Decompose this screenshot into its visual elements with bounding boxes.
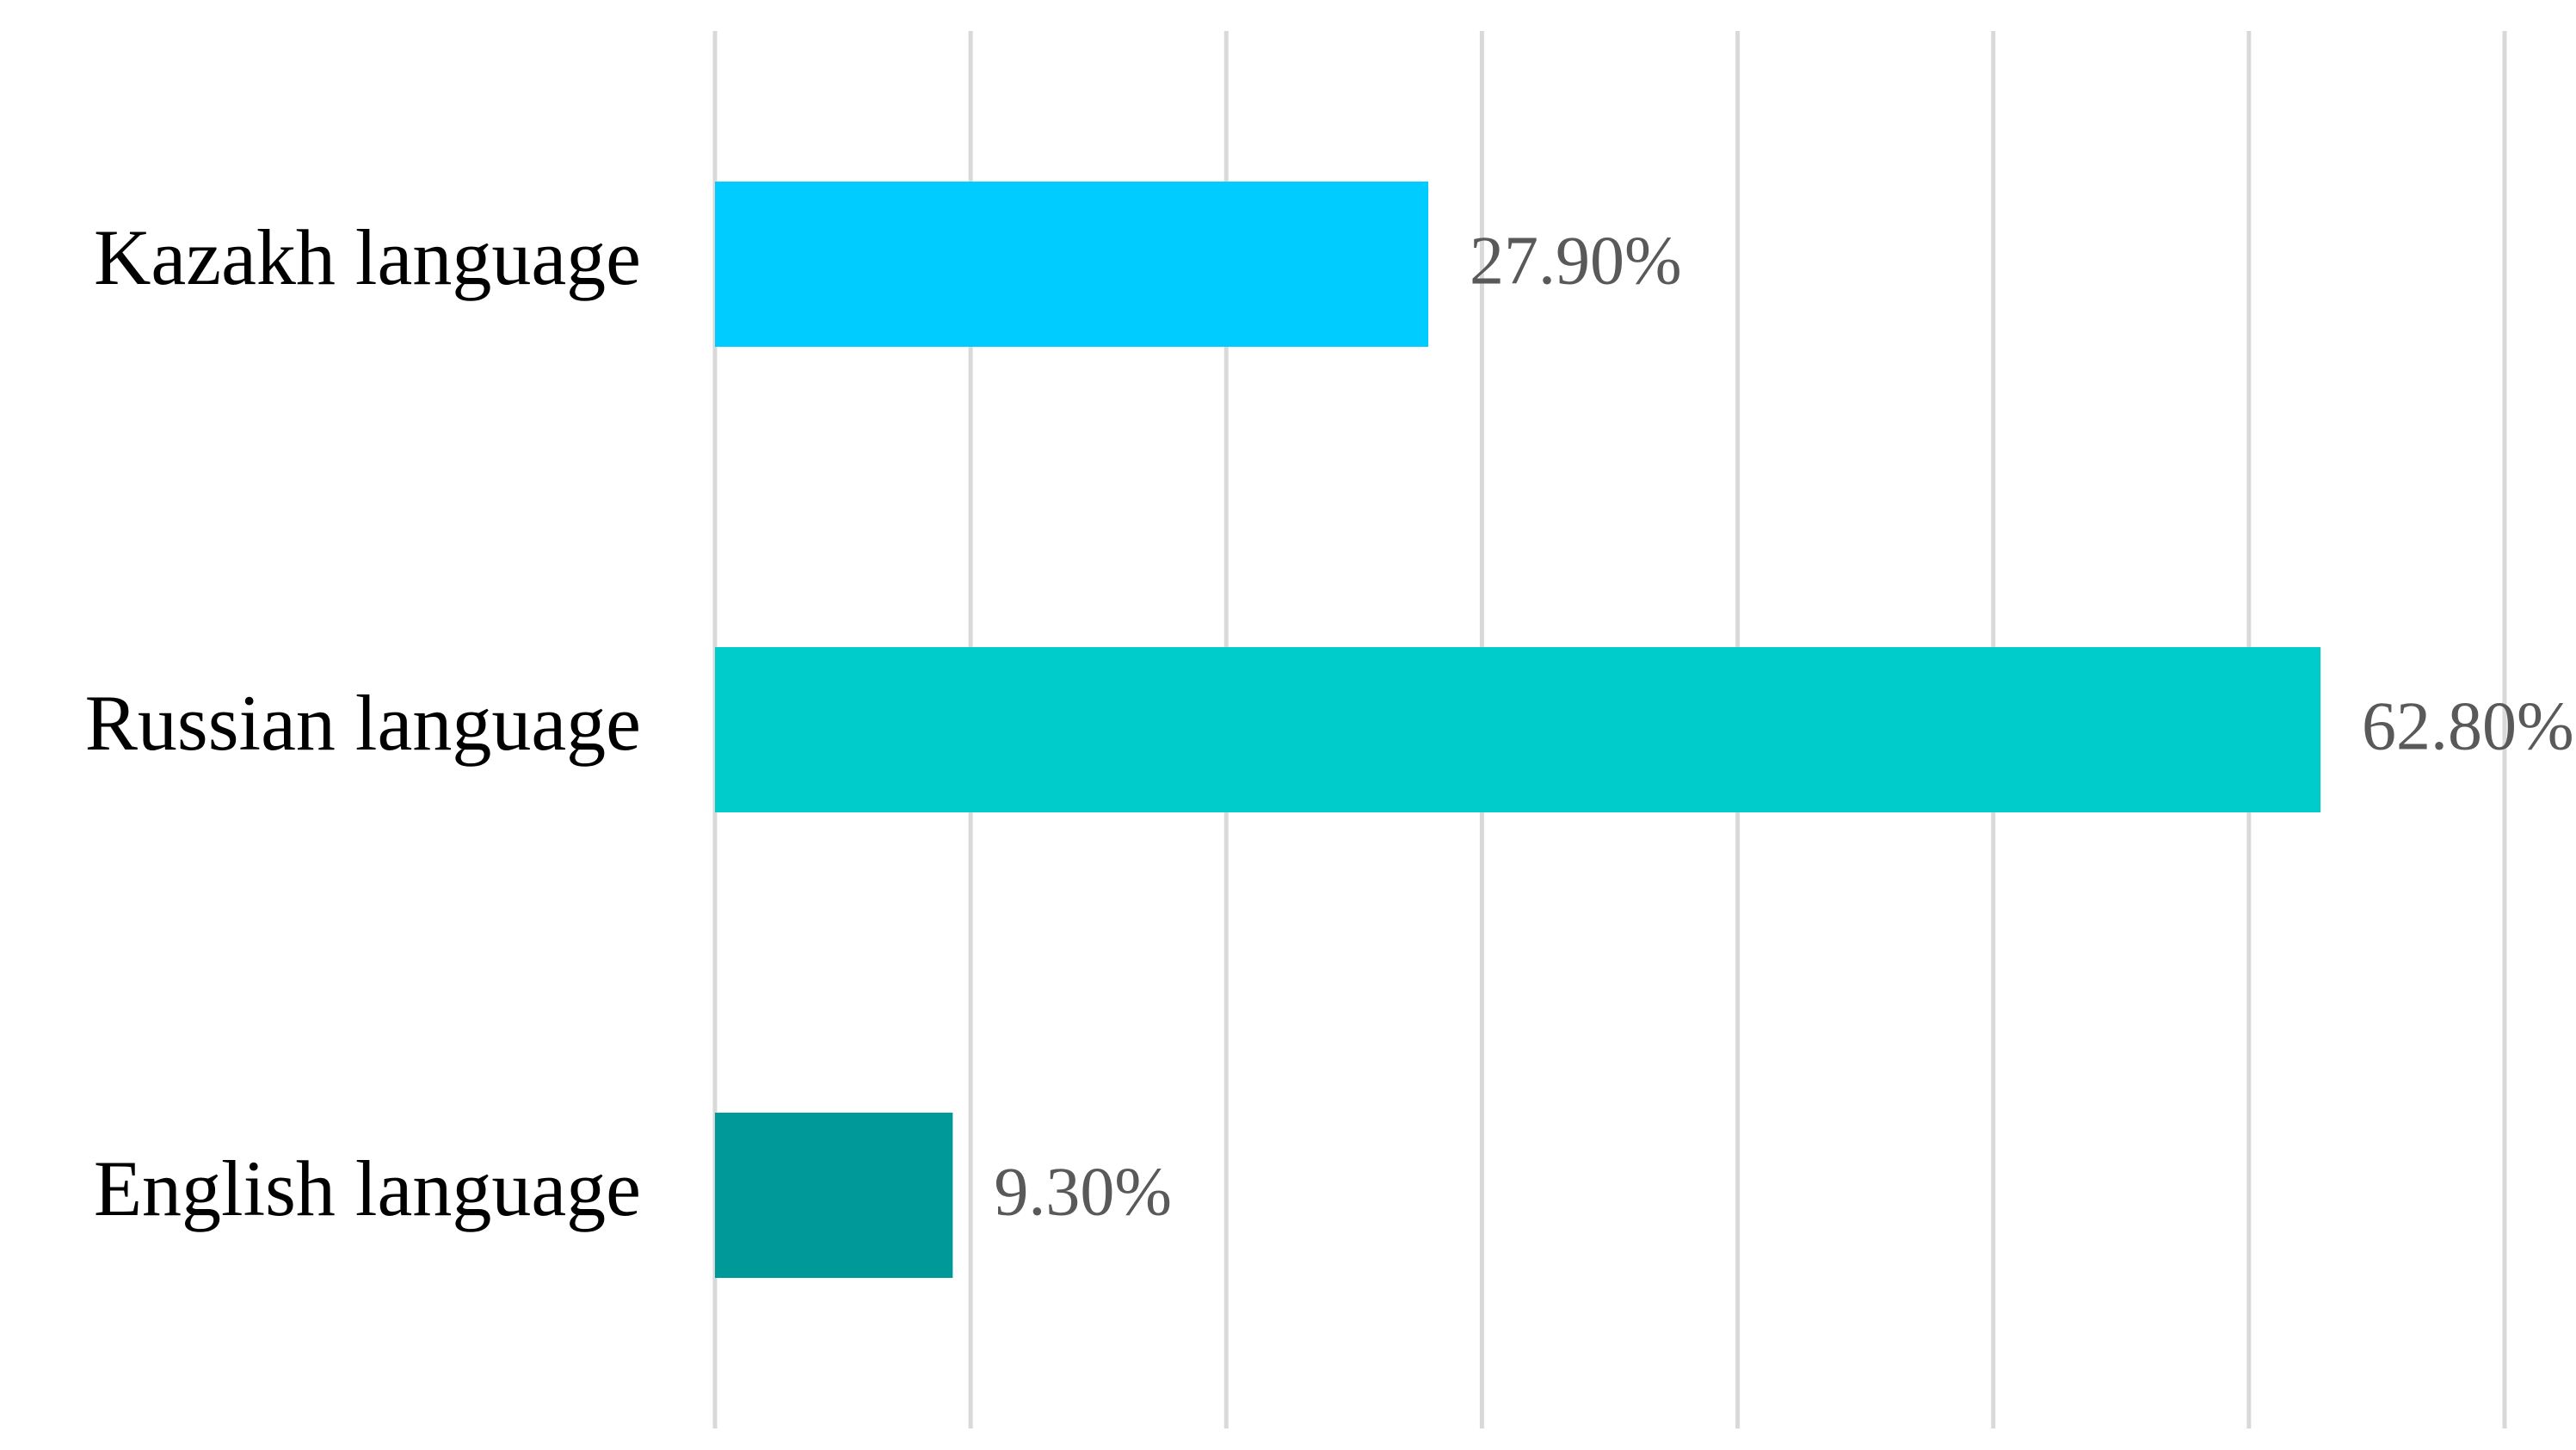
category-label: Russian language	[85, 679, 641, 767]
category-label: Kazakh language	[94, 213, 641, 301]
value-label: 27.90%	[1470, 223, 1682, 299]
bar	[715, 647, 2321, 812]
value-label: 62.80%	[2362, 688, 2574, 764]
bar	[715, 182, 1429, 347]
value-label: 9.30%	[994, 1154, 1172, 1230]
bar	[715, 1113, 953, 1278]
category-label: English language	[94, 1145, 641, 1232]
